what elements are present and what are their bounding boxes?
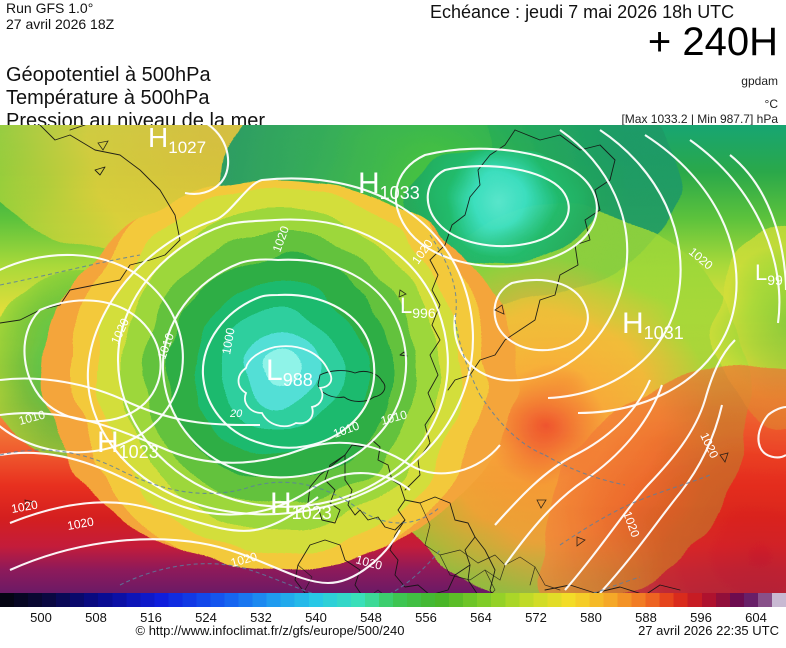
svg-text:20: 20: [229, 408, 243, 420]
